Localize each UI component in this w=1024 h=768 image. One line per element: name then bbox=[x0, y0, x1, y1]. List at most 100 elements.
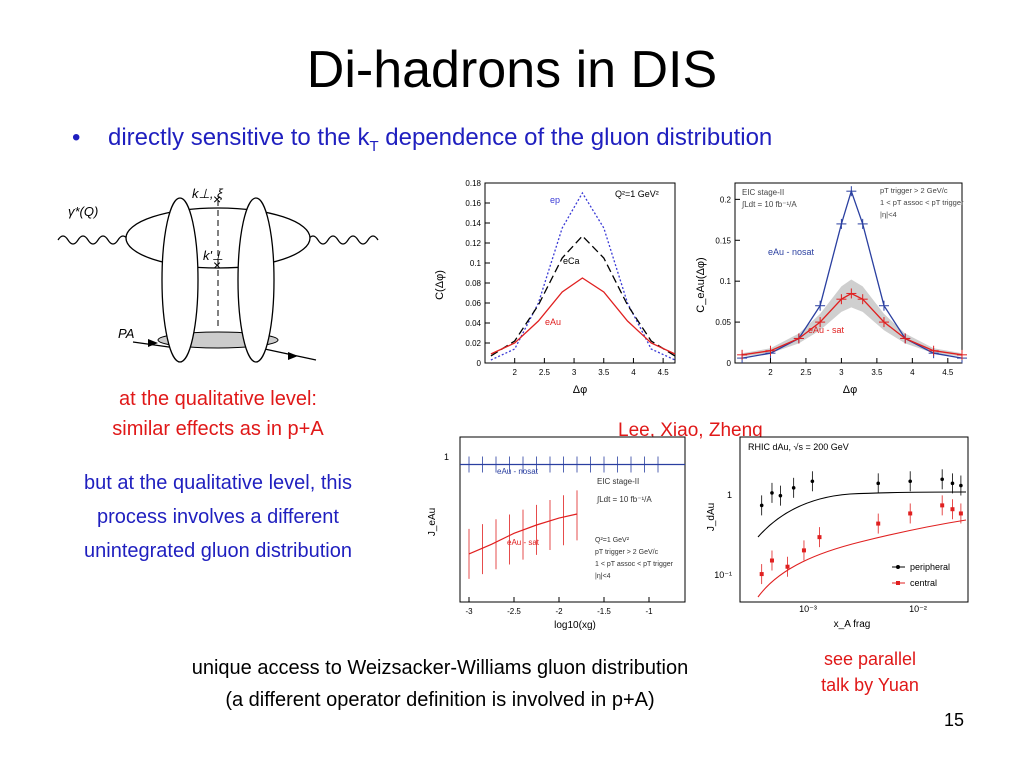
central-point bbox=[940, 503, 945, 508]
arrow-left bbox=[148, 339, 158, 347]
peripheral-point bbox=[908, 479, 912, 484]
pa-label: PA bbox=[118, 326, 134, 341]
legend-peripheral-marker bbox=[896, 565, 900, 569]
series-ep-line bbox=[490, 191, 676, 361]
central-point bbox=[950, 507, 955, 512]
peripheral-point bbox=[810, 479, 815, 484]
central-point bbox=[908, 511, 913, 516]
plot1-xtick-label: 4.5 bbox=[658, 368, 670, 377]
plot3-cut-3: 1 < pT assoc < pT trigger bbox=[595, 561, 674, 568]
photon-line-right bbox=[307, 235, 379, 245]
plot1-xtick-label: 2 bbox=[512, 368, 517, 377]
kperp-label: k⊥, ξ bbox=[192, 186, 224, 201]
kprime-label: k'⊥ bbox=[203, 248, 223, 263]
photon-line-left bbox=[57, 235, 129, 245]
label-sat: eAu - sat bbox=[808, 325, 845, 335]
plot3-xtick-label: -1 bbox=[645, 607, 653, 616]
peripheral-point bbox=[959, 483, 963, 488]
label-eau: eAu bbox=[545, 317, 561, 327]
bullet-line: • directly sensitive to the kT dependence… bbox=[72, 124, 772, 155]
plot2-info-2: ∫Ldt = 10 fb⁻¹/A bbox=[741, 200, 797, 209]
authors-label: Lee, Xiao, Zheng bbox=[618, 420, 763, 441]
left-ladder bbox=[161, 197, 199, 363]
peripheral-point bbox=[876, 481, 881, 486]
peripheral-point bbox=[759, 503, 764, 508]
plot2-ytick-label: 0.15 bbox=[715, 236, 731, 245]
page-number: 15 bbox=[943, 710, 964, 730]
plot1-xtick-label: 3 bbox=[572, 368, 577, 377]
nucleus-line-left bbox=[132, 341, 177, 349]
cross-mark-mid: × bbox=[213, 257, 221, 273]
qualitative-blue: but at the qualitative level, this proce… bbox=[38, 466, 398, 568]
plot4-ytick-1: 1 bbox=[727, 490, 732, 500]
plot4-ytick-2: 10⁻¹ bbox=[714, 570, 732, 580]
plot4-xlabel: x_A frag bbox=[834, 619, 871, 630]
plot-correlation-eA: 0 0.02 0.04 0.06 0.08 0.1 0.12 0.14 0.16 0.18 2 2.5… bbox=[434, 179, 676, 396]
photon-label: γ*(Q) bbox=[68, 204, 98, 219]
footer-text: unique access to Weizsacker-Williams glu… bbox=[90, 652, 790, 716]
bullet-text-sub: T bbox=[369, 137, 379, 155]
central-point bbox=[769, 558, 774, 563]
plot2-cut-2: 1 < pT assoc < pT trigger bbox=[880, 198, 964, 207]
arrow-right bbox=[288, 352, 298, 360]
plot1-ytick-label: 0.08 bbox=[465, 279, 481, 288]
plot3-cut-1: Q²=1 GeV² bbox=[595, 537, 630, 544]
central-point bbox=[785, 564, 790, 569]
plot4-ylabel: J_dAu bbox=[706, 503, 717, 531]
slide-title: Di-hadrons in DIS bbox=[306, 41, 718, 99]
plot4-title: RHIC dAu, √s = 200 GeV bbox=[748, 442, 849, 452]
bullet-text-post: dependence of the gluon distribution bbox=[378, 124, 773, 151]
parallel-talk-line-1: see parallel bbox=[823, 649, 917, 669]
label-sat: eAu - sat bbox=[507, 538, 540, 547]
qualitative-blue-line-1: but at the qualitative level, this bbox=[84, 472, 352, 494]
legend-central: central bbox=[910, 578, 937, 588]
plot4-xtick-1: 10⁻³ bbox=[799, 604, 817, 614]
series-eau-line bbox=[490, 277, 676, 355]
label-ep: ep bbox=[550, 195, 560, 205]
plot1-ytick-label: 0.16 bbox=[465, 199, 481, 208]
plot1-ytick-label: 0.04 bbox=[465, 319, 481, 328]
cross-mark-top: × bbox=[213, 191, 221, 207]
plot3-xtick-label: -3 bbox=[465, 607, 473, 616]
plot2-ylabel: C_eAu(Δφ) bbox=[695, 257, 707, 312]
plot1-frame bbox=[484, 182, 676, 364]
bullet-dot: • bbox=[72, 124, 81, 151]
plot2-ytick-label: 0.2 bbox=[720, 195, 732, 204]
plot2-xtick-label: 4.5 bbox=[942, 368, 954, 377]
peripheral-point bbox=[778, 493, 783, 498]
footer-line-1: unique access to Weizsacker-Williams glu… bbox=[191, 657, 689, 679]
qualitative-red-line-2: similar effects as in p+A bbox=[112, 418, 324, 440]
bullet-text-pre: directly sensitive to the k bbox=[108, 124, 370, 151]
plot1-ytick-label: 0.1 bbox=[470, 259, 482, 268]
plot2-ytick-label: 0.05 bbox=[715, 318, 731, 327]
plot3-xlabel: log10(xg) bbox=[554, 620, 596, 631]
plot2-ytick-label: 0.1 bbox=[720, 277, 732, 286]
plot1-ytick-label: 0.14 bbox=[465, 219, 481, 228]
plot4-frame bbox=[739, 436, 969, 603]
plot3-info-1: EIC stage-II bbox=[597, 477, 639, 486]
sat-uncertainty-band bbox=[742, 279, 962, 357]
plot4-xtick-2: 10⁻² bbox=[909, 604, 927, 614]
series-eca-line bbox=[490, 235, 676, 357]
peripheral-point bbox=[940, 477, 944, 482]
plot3-ytick-1: 1 bbox=[444, 452, 449, 462]
plot2-xtick-label: 2.5 bbox=[800, 368, 812, 377]
central-point bbox=[759, 572, 764, 577]
plot3-ylabel: J_eAu bbox=[427, 508, 438, 536]
plot2-xtick-label: 3 bbox=[839, 368, 844, 377]
plot1-ytick-label: 0 bbox=[477, 359, 482, 368]
qualitative-red: at the qualitative level: similar effect… bbox=[48, 384, 388, 444]
footer-line-2: (a different operator definition is invo… bbox=[225, 689, 655, 711]
qualitative-blue-line-3: unintegrated gluon distribution bbox=[84, 540, 352, 562]
right-ladder bbox=[237, 197, 275, 363]
label-eca: eCa bbox=[563, 256, 580, 266]
dihadron-diagram: × × γ*(Q) k⊥, ξ k'⊥ PA bbox=[57, 186, 379, 363]
peripheral-point bbox=[950, 481, 955, 486]
central-point bbox=[958, 511, 963, 516]
plot3-cut-4: |η|<4 bbox=[595, 573, 611, 580]
plot1-ytick-label: 0.18 bbox=[465, 179, 481, 188]
plot1-xtick-label: 2.5 bbox=[539, 368, 551, 377]
plot1-annotation: Q²=1 GeV² bbox=[615, 189, 659, 199]
label-nosat: eAu - nosat bbox=[497, 467, 539, 476]
plot1-xlabel: Δφ bbox=[573, 384, 587, 396]
